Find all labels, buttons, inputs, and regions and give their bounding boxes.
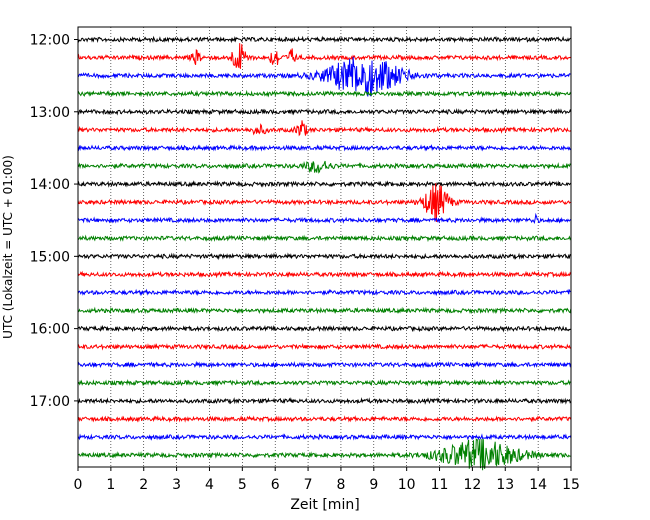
x-tick-label: 8	[336, 477, 345, 493]
seismogram-trace-1245	[77, 89, 572, 98]
x-axis-label: Zeit [min]	[290, 497, 359, 513]
seismogram-trace-1430	[77, 212, 572, 225]
x-tick-label: 7	[304, 477, 313, 493]
y-tick-label: 12:00	[30, 33, 70, 49]
seismogram-trace-1330	[77, 144, 572, 152]
seismogram-trace-1530	[77, 288, 571, 297]
x-tick-label: 4	[205, 477, 214, 493]
y-axis-label: UTC (Lokalzeit = UTC + 01:00)	[1, 155, 15, 339]
seismogram-trace-1230	[77, 56, 571, 97]
seismogram-trace-1600	[77, 324, 572, 333]
y-axis-ticks: 12:00 13:00 14:00 15:00 16:00 17:00	[30, 33, 78, 410]
seismogram-trace-1730	[77, 433, 572, 441]
x-tick-label: 6	[271, 477, 280, 493]
seismogram-trace-1345	[77, 160, 572, 174]
seismogram-trace-1515	[77, 270, 572, 279]
x-tick-label: 10	[398, 477, 416, 493]
seismogram-trace-1700	[77, 397, 572, 405]
x-tick-label: 3	[172, 477, 181, 493]
grid-lines	[110, 27, 539, 467]
x-tick-label: 13	[496, 477, 514, 493]
x-axis-ticks: 0 1 2 3 4 5 6 7 8 9 10 11 12 13 14 15	[74, 467, 580, 493]
seismogram-trace-1715	[77, 415, 572, 423]
seismogram-trace-1315	[77, 120, 572, 137]
x-tick-label: 14	[529, 477, 547, 493]
seismogram-trace-1200	[77, 35, 572, 44]
x-tick-label: 2	[139, 477, 148, 493]
seismogram-trace-1415	[77, 183, 571, 223]
x-tick-label: 1	[106, 477, 115, 493]
y-tick-label: 17:00	[30, 394, 70, 410]
x-tick-label: 11	[431, 477, 449, 493]
x-tick-label: 15	[562, 477, 580, 493]
seismogram-trace-1445	[77, 234, 572, 243]
seismogram-trace-1615	[77, 342, 571, 351]
x-tick-label: 12	[463, 477, 481, 493]
x-tick-label: 9	[369, 477, 378, 493]
seismogram-trace-1745	[77, 438, 571, 471]
plot-frame	[77, 26, 572, 468]
seismogram-trace-1215	[77, 43, 572, 69]
y-tick-label: 13:00	[30, 105, 70, 121]
seismogram-trace-1300	[77, 107, 572, 116]
x-tick-label: 0	[74, 477, 83, 493]
x-tick-label: 5	[238, 477, 247, 493]
seismogram-trace-1400	[77, 180, 572, 188]
seismogram-trace-1630	[77, 360, 572, 369]
seismogram-trace-1500	[77, 252, 572, 261]
seismogram-traces	[77, 35, 572, 471]
y-tick-label: 14:00	[30, 177, 70, 193]
y-tick-label: 15:00	[30, 249, 70, 265]
seismogram-trace-1645	[77, 378, 571, 387]
seismogram-trace-1545	[78, 306, 572, 315]
y-tick-label: 16:00	[30, 322, 70, 338]
